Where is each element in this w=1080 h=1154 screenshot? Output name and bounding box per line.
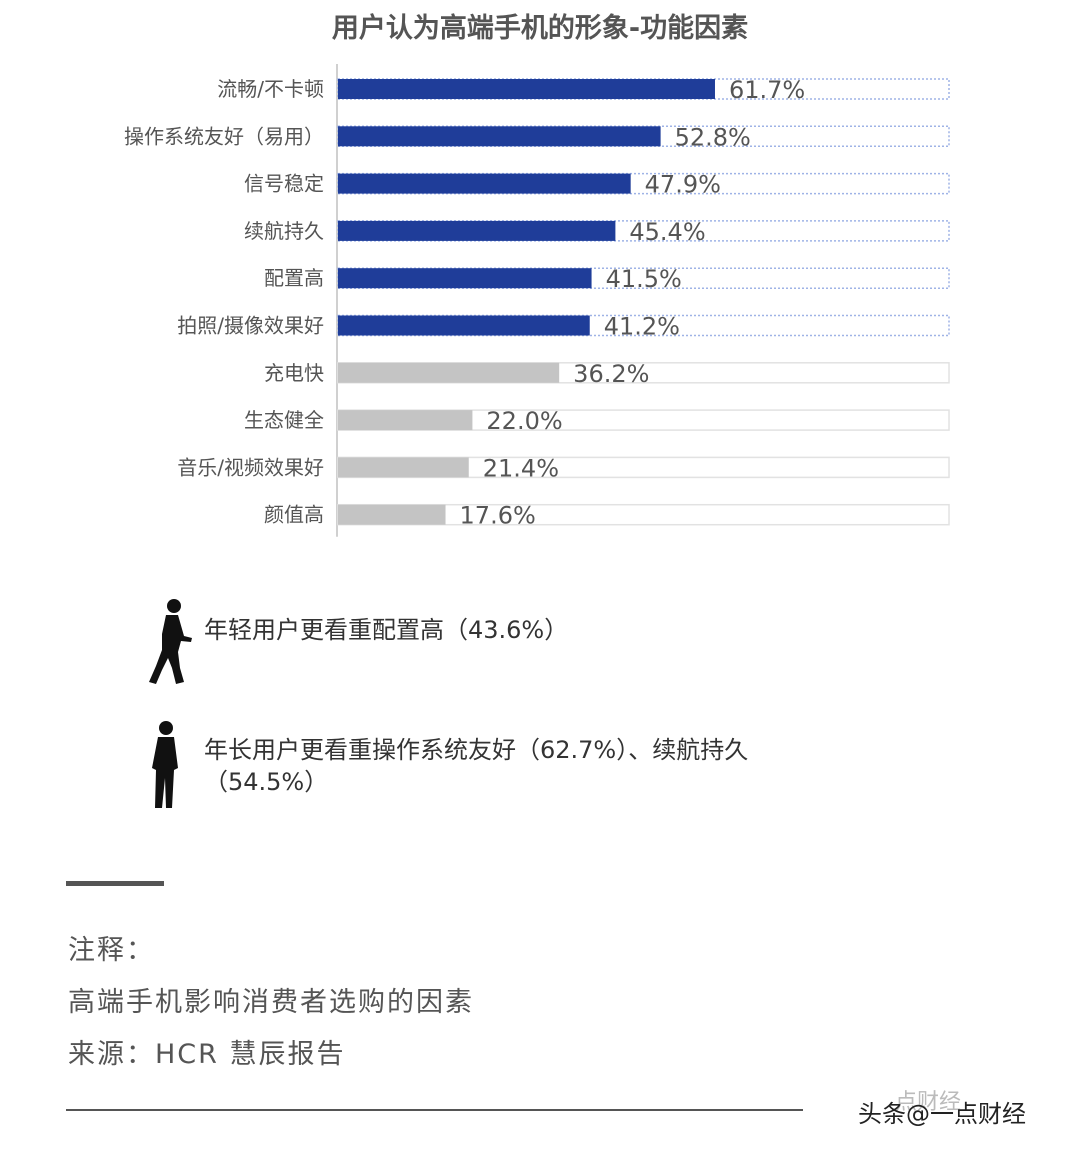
watermark: 头条@一点财经 [858,1100,1026,1128]
value-label: 47.9% [645,171,721,199]
note-older: 年长用户更看重操作系统友好（62.7%）、续航持久（54.5%） [140,718,764,812]
bar-chart: 流畅/不卡顿 61.7% 操作系统友好（易用） 52.8% 信号稳定 47.9% 续航持久 4… [124,64,950,537]
bar [338,268,592,289]
category-label: 配置高 [264,266,324,290]
category-label: 信号稳定 [244,172,324,196]
bar [338,79,715,99]
category-label: 颜值高 [264,503,324,527]
value-label: 21.4% [483,454,559,482]
category-label: 操作系统友好（易用） [124,124,324,148]
footnote-label: 注释： [68,935,155,966]
footnote-source: 来源：HCR 慧辰报告 [68,1039,346,1070]
bar [338,173,631,194]
note-young-text: 年轻用户更看重配置高（43.6%） [204,616,569,644]
divider-long [66,1109,803,1111]
young-person-icon [149,599,192,684]
category-label: 音乐/视频效果好 [177,455,324,479]
value-label: 52.8% [675,123,751,151]
bar [338,457,469,478]
value-label: 22.0% [486,407,562,435]
category-label: 生态健全 [244,408,324,432]
category-label: 续航持久 [244,219,324,243]
bar [338,126,661,147]
value-label: 17.6% [460,502,536,530]
bar [338,504,446,525]
watermark-faint: 点财经 [895,1090,962,1115]
note-older-text: 年长用户更看重操作系统友好（62.7%）、续航持久（54.5%） [204,736,749,796]
value-label: 41.5% [606,265,682,293]
older-person-icon [152,721,178,808]
bar [338,362,560,383]
footnote-line1: 高端手机影响消费者选购的因素 [68,987,474,1018]
category-label: 充电快 [264,361,324,385]
value-label: 41.2% [604,313,680,341]
bar [338,410,473,431]
chart-title: 用户认为高端手机的形象-功能因素 [331,13,749,44]
value-label: 61.7% [729,76,805,104]
value-label: 36.2% [573,360,649,388]
bar [338,220,616,241]
note-young: 年轻用户更看重配置高（43.6%） [140,596,568,688]
bar [338,315,590,336]
category-label: 拍照/摄像效果好 [177,314,324,338]
category-label: 流畅/不卡顿 [217,77,324,101]
divider-short [66,881,164,886]
value-label: 45.4% [629,218,705,246]
